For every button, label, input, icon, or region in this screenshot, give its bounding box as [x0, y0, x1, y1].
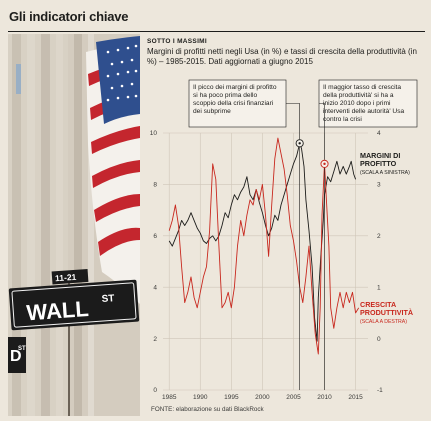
annotation-leader: [319, 103, 325, 160]
left-tick-label: 2: [153, 336, 157, 343]
series: [168, 137, 360, 355]
grid: [163, 132, 368, 391]
lower-street-sign: D ST: [8, 337, 26, 373]
annotation-box: [188, 79, 287, 128]
productivity-growth-line: [168, 137, 360, 355]
street-sign-text: WALL: [26, 296, 90, 325]
legend: MARGINI DI PROFITTO (SCALA A SINISTRA) CRES…: [360, 151, 413, 325]
x-tick-label: 2015: [348, 394, 363, 401]
house-number-text: 11-21: [55, 272, 77, 283]
annotation-marker-dot: [323, 162, 326, 166]
axes: 1985 1990 1995 2000 2005 2010 2015 0 2 4 6 8 10 -1 0 1 2…: [150, 130, 383, 401]
wall-street-photo-art: WALL ST 11-21 D ST: [8, 34, 140, 416]
left-tick-label: 6: [153, 233, 157, 240]
right-tick-label: 4: [377, 130, 381, 137]
x-tick-label: 1995: [224, 394, 239, 401]
page-title: Gli indicatori chiave: [9, 9, 129, 24]
right-tick-label: 1: [377, 284, 381, 291]
us-flag: [86, 36, 140, 304]
right-tick-label: 0: [377, 336, 381, 343]
chart-kicker: SOTTO I MASSIMI: [147, 38, 207, 45]
street-sign-suffix: ST: [101, 293, 115, 305]
right-tick-label: -1: [377, 387, 383, 394]
right-tick-label: 2: [377, 233, 381, 240]
chart-source: FONTE: elaborazione su dati BlackRock: [151, 406, 264, 413]
wall-street-photo: WALL ST 11-21 D ST: [8, 34, 140, 416]
legend-scale-note: (SCALA A SINISTRA): [360, 170, 410, 176]
chart-title: Margini di profitti netti negli Usa (in …: [147, 47, 417, 66]
x-tick-label: 2000: [255, 394, 270, 401]
left-tick-label: 0: [153, 387, 157, 394]
left-tick-label: 10: [150, 130, 158, 137]
annotation-text: Il picco dei margini di profitto si ha po…: [193, 84, 277, 115]
legend-productivity-growth: CRESCITA PRODUTTIVITÀ: [360, 300, 413, 317]
title-divider: [8, 31, 425, 32]
x-tick-label: 1990: [193, 394, 208, 401]
x-tick-label: 1985: [162, 394, 177, 401]
legend-scale-note: (SCALA A DESTRA): [360, 319, 407, 325]
annotations: Il picco dei margini di profitto si ha po…: [188, 79, 418, 390]
wall-street-sign: WALL ST 11-21: [8, 268, 140, 331]
header-bar: Gli indicatori chiave: [0, 0, 431, 34]
lower-sign-text: D: [10, 348, 22, 365]
legend-profit-margin: MARGINI DI PROFITTO: [360, 151, 400, 168]
dual-axis-line-chart: 1985 1990 1995 2000 2005 2010 2015 0 2 4 6 8 10 -1 0 1 2…: [150, 79, 418, 401]
lower-sign-suffix: ST: [18, 346, 26, 352]
right-tick-label: 3: [377, 182, 381, 189]
annotation-marker-dot: [298, 142, 301, 145]
annotation-box: [318, 79, 418, 128]
left-tick-label: 8: [153, 182, 157, 189]
x-tick-label: 2010: [317, 394, 332, 401]
annotation-leader: [286, 103, 300, 140]
left-tick-label: 4: [153, 284, 157, 291]
x-tick-label: 2005: [286, 394, 301, 401]
annotation-text: Il maggior tasso di crescita della produt…: [323, 84, 404, 123]
